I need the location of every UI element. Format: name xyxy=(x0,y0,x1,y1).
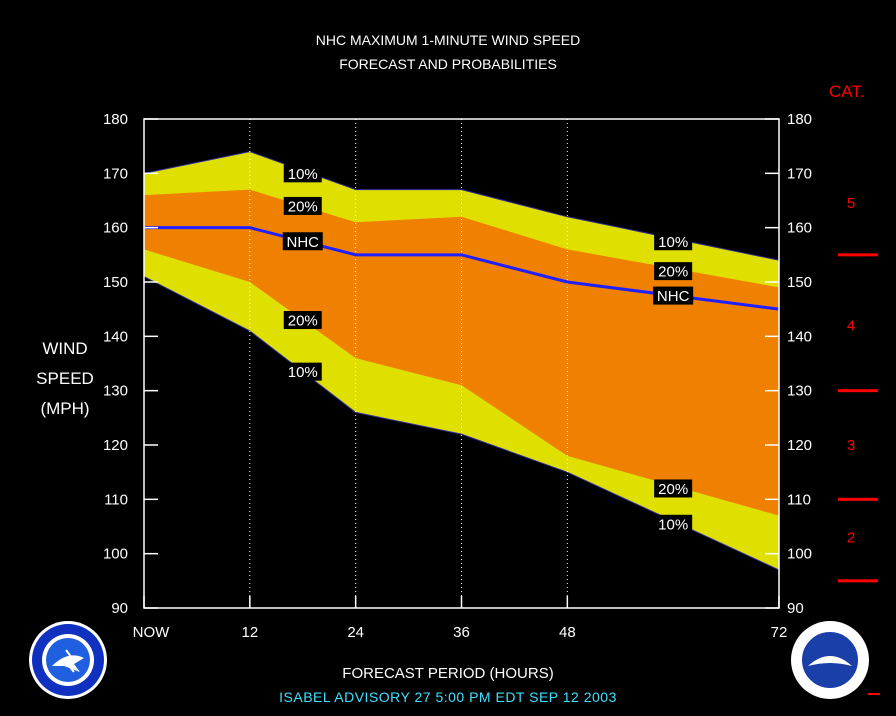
y-tick-label-left: 170 xyxy=(103,165,128,182)
category-bottom-mark xyxy=(868,693,880,695)
category-boundary-mark xyxy=(838,497,878,501)
y-tick-label-left: 100 xyxy=(103,546,128,563)
y-tick-label-left: 180 xyxy=(103,111,128,128)
x-tick-label: 24 xyxy=(347,624,364,641)
y-tick-label-left: 120 xyxy=(103,437,128,454)
chart-title-line2: FORECAST AND PROBABILITIES xyxy=(339,56,557,72)
y-tick-label-left: 110 xyxy=(104,491,128,508)
x-tick-label: 48 xyxy=(559,624,576,641)
lower-10-edge xyxy=(143,276,780,571)
y-tick-label-right: 110 xyxy=(787,491,811,508)
y-tick-label-right: 120 xyxy=(787,437,812,454)
category-label: 5 xyxy=(847,195,855,212)
series-label-bg xyxy=(654,479,693,498)
y-tick-label-left: 150 xyxy=(103,274,128,291)
category-axis-title: CAT. xyxy=(829,82,865,101)
category-label: 3 xyxy=(847,437,855,454)
y-tick-label-right: 100 xyxy=(787,546,812,563)
chart-title-line1: NHC MAXIMUM 1-MINUTE WIND SPEED xyxy=(315,32,581,48)
x-axis-label: FORECAST PERIOD (HOURS) xyxy=(342,665,554,682)
series-label-bg xyxy=(283,164,322,183)
x-tick-label: 36 xyxy=(453,624,470,641)
y-axis-label-line3: (MPH) xyxy=(40,399,90,418)
series-label: 10% xyxy=(288,364,318,381)
category-boundary-mark xyxy=(838,253,878,257)
x-tick-label: 12 xyxy=(241,624,258,641)
y-tick-label-left: 160 xyxy=(103,220,128,237)
series-label-bg xyxy=(282,232,323,251)
series-label-bg xyxy=(283,196,322,215)
series-label-bg xyxy=(654,232,693,251)
y-tick-label-right: 130 xyxy=(787,383,812,400)
series-label-bg xyxy=(283,311,322,330)
y-tick-label-right: 170 xyxy=(787,165,812,182)
noaa-logo-icon xyxy=(791,621,869,699)
inner-probability-band xyxy=(144,189,779,516)
series-label-bg xyxy=(283,362,322,381)
y-axis-label-line1: WIND xyxy=(42,339,88,358)
series-label: NHC xyxy=(287,234,320,251)
y-tick-label-right: 140 xyxy=(787,328,812,345)
advisory-footer: ISABEL ADVISORY 27 5:00 PM EDT SEP 12 20… xyxy=(279,689,617,705)
series-label-bg xyxy=(653,286,694,305)
series-label: 20% xyxy=(658,264,688,281)
series-label: 20% xyxy=(658,481,688,498)
y-tick-label-left: 90 xyxy=(111,600,128,617)
category-label: 4 xyxy=(847,317,855,334)
y-axis-label-line2: SPEED xyxy=(36,369,94,388)
upper-10-edge xyxy=(143,151,780,261)
y-tick-label-right: 160 xyxy=(787,220,812,237)
category-boundary-mark xyxy=(838,389,878,393)
series-label: 20% xyxy=(288,313,318,330)
y-tick-label-right: 150 xyxy=(787,274,812,291)
series-label: 10% xyxy=(658,234,688,251)
nhc-forecast-line xyxy=(144,226,780,311)
series-label: 10% xyxy=(658,516,688,533)
series-label: 20% xyxy=(288,198,318,215)
series-label-bg xyxy=(654,262,693,281)
series-label: 10% xyxy=(288,166,318,183)
x-tick-label: NOW xyxy=(133,624,171,641)
category-boundary-mark xyxy=(838,579,878,583)
y-tick-label-right: 180 xyxy=(787,111,812,128)
y-tick-label-right: 90 xyxy=(787,600,804,617)
nws-logo-icon xyxy=(29,621,107,699)
x-tick-label: 72 xyxy=(771,624,788,641)
series-label: NHC xyxy=(657,288,690,305)
category-label: 2 xyxy=(847,529,855,546)
series-label-bg xyxy=(654,514,693,533)
y-tick-label-left: 140 xyxy=(103,328,128,345)
y-tick-label-left: 130 xyxy=(103,383,128,400)
